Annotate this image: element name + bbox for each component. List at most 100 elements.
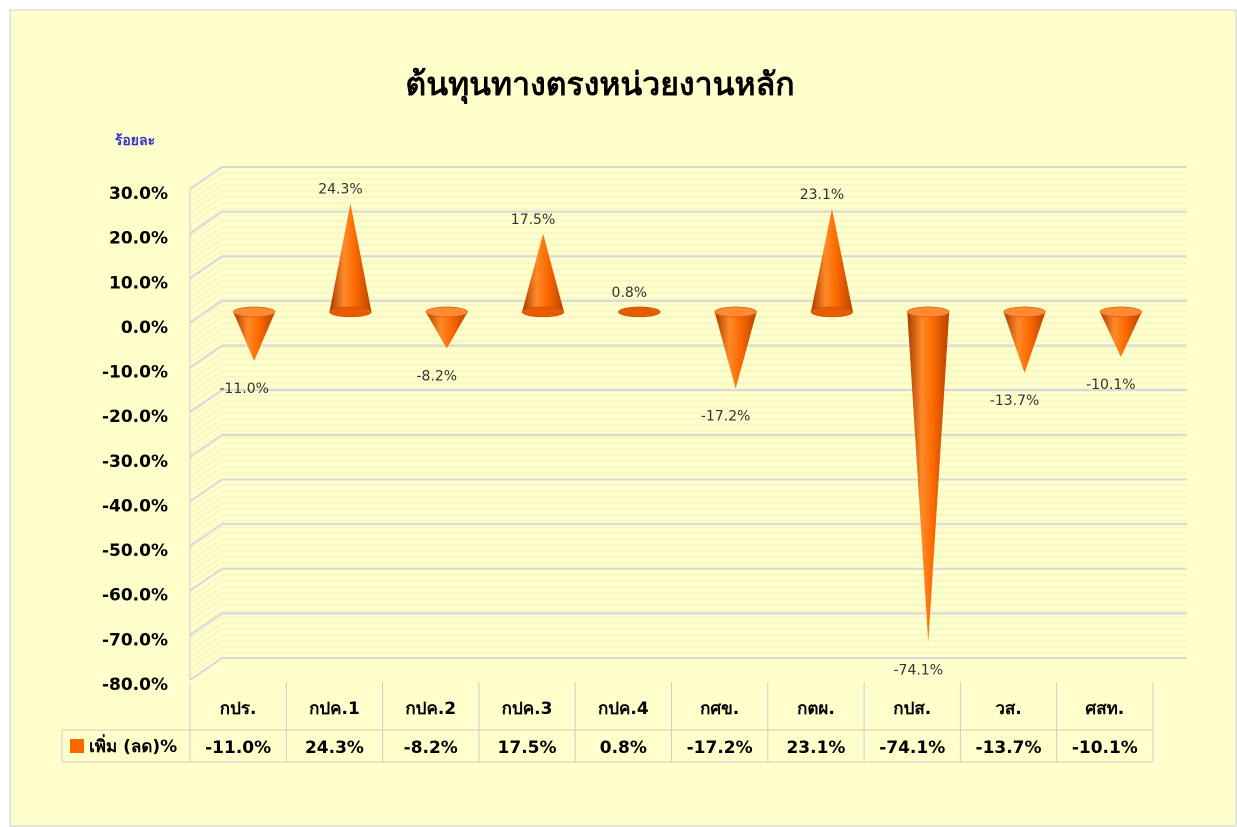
grid-line: [189, 344, 1187, 369]
y-tick-label: 30.0%: [109, 184, 168, 204]
wall-stripe: [189, 502, 1187, 526]
y-tick-label: 10.0%: [109, 273, 168, 293]
y-tick-label: 20.0%: [109, 229, 168, 249]
table-value: 24.3%: [305, 738, 364, 758]
wall-stripe: [189, 304, 1187, 328]
wall-stripe: [189, 220, 1187, 244]
wall-stripe: [189, 244, 1187, 268]
x-tick-label: กปร.: [220, 699, 257, 719]
legend-swatch: [70, 739, 84, 753]
cone-base: [618, 306, 661, 318]
x-tick-label: กปค.2: [405, 699, 456, 719]
data-label: 17.5%: [511, 212, 555, 228]
cone-base: [810, 306, 854, 318]
wall-stripe: [189, 508, 1187, 532]
wall-stripe: [189, 460, 1187, 484]
chart-title: ต้นทุนทางตรงหน่วยงานหลัก: [405, 65, 794, 105]
cone-body: [425, 311, 468, 349]
wall-stripe: [189, 484, 1187, 508]
x-tick-label: กปส.: [893, 699, 931, 719]
wall-stripe: [189, 532, 1187, 556]
cone: [425, 306, 468, 349]
wall-stripe: [189, 622, 1187, 646]
table-value: -13.7%: [976, 738, 1042, 758]
cone: [1003, 306, 1046, 374]
wall-stripe: [189, 172, 1187, 196]
wall-stripe: [189, 424, 1187, 448]
cone-base: [1099, 306, 1143, 318]
cone: [714, 306, 757, 389]
wall-stripe: [189, 178, 1187, 202]
wall-stripe: [189, 370, 1187, 394]
cone-body: [810, 208, 853, 317]
wall-stripe: [189, 328, 1187, 352]
wall-stripe: [189, 556, 1187, 580]
wall-stripe: [189, 496, 1187, 520]
y-tick-label: -40.0%: [102, 496, 168, 516]
table-value: -10.1%: [1072, 738, 1138, 758]
wall-stripe: [189, 490, 1187, 514]
cone-body: [522, 233, 565, 317]
wall-stripe: [189, 454, 1187, 478]
cone: [329, 203, 372, 318]
grid-line: [189, 166, 1187, 190]
x-tick-label: กปค.3: [502, 699, 553, 719]
table-value: -17.2%: [687, 738, 753, 758]
cone-body: [233, 311, 276, 362]
x-tick-label: กปค.4: [598, 699, 649, 719]
wall-stripe: [189, 340, 1187, 364]
x-tick-label: กศข.: [700, 699, 739, 719]
grid-line: [189, 255, 1187, 280]
y-tick-label: -20.0%: [102, 407, 168, 427]
grid-line: [189, 299, 1187, 324]
grid-line: [189, 612, 1187, 637]
wall-stripe: [189, 520, 1187, 544]
y-tick-label: -70.0%: [102, 630, 168, 650]
legend-label: เพิ่ม (ลด)%: [89, 734, 177, 757]
cone-base: [714, 306, 757, 318]
data-label: -17.2%: [701, 409, 751, 425]
wall-stripe: [189, 316, 1187, 340]
wall-stripe: [189, 232, 1187, 256]
cone-base: [329, 306, 372, 318]
wall-stripe: [189, 226, 1187, 250]
cone-body: [907, 311, 950, 643]
wall-stripe: [189, 610, 1187, 634]
wall-stripe: [189, 550, 1187, 574]
wall-stripe: [189, 382, 1187, 406]
wall-stripe: [189, 616, 1187, 640]
wall-stripe: [189, 322, 1187, 346]
table-value: 23.1%: [786, 738, 845, 758]
grid-line: [189, 523, 1187, 547]
wall-stripe: [189, 634, 1187, 658]
wall-stripe: [189, 376, 1187, 400]
cone-body: [714, 311, 757, 389]
wall-stripe: [189, 208, 1187, 232]
wall-stripe: [189, 562, 1187, 586]
wall-stripe: [189, 202, 1187, 226]
x-tick-label: กตผ.: [797, 699, 835, 719]
wall-stripe: [189, 430, 1187, 454]
wall-stripe: [189, 646, 1187, 670]
wall-stripe: [189, 352, 1187, 376]
wall-stripe: [189, 628, 1187, 652]
wall-stripe: [189, 406, 1187, 430]
table-value: -74.1%: [879, 738, 945, 758]
grid-line: [189, 478, 1187, 503]
grid-line: [189, 657, 1187, 681]
wall-stripe: [189, 214, 1187, 238]
wall-stripe: [189, 358, 1187, 382]
cone-base: [425, 306, 468, 318]
wall-stripe: [189, 538, 1187, 562]
wall-stripe: [189, 286, 1187, 310]
data-label: 24.3%: [318, 181, 362, 197]
wall-stripe: [189, 652, 1187, 676]
grid-line: [189, 389, 1187, 414]
cone-body: [1099, 311, 1142, 357]
wall-stripe: [189, 442, 1187, 466]
wall-stripe: [189, 262, 1187, 286]
cone: [907, 306, 950, 643]
y-tick-label: -80.0%: [102, 675, 168, 695]
x-tick-label: วส.: [995, 699, 1021, 719]
